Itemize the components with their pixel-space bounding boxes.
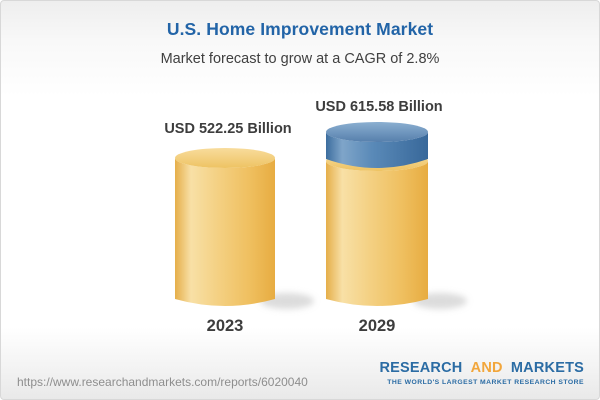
logo-tagline: THE WORLD'S LARGEST MARKET RESEARCH STOR…	[387, 378, 584, 386]
bar-2029-cylinder	[326, 122, 428, 306]
chart-subtitle: Market forecast to grow at a CAGR of 2.8…	[160, 51, 440, 67]
source-url: https://www.researchandmarkets.com/repor…	[17, 375, 308, 389]
bar-2023-cylinder	[175, 148, 275, 306]
bar-2023-category-label: 2023	[206, 317, 244, 335]
research-and-markets-logo: RESEARCH AND MARKETS THE WORLD'S LARGEST…	[379, 360, 584, 386]
bar-2029-growth-segment	[326, 132, 428, 168]
logo-word-and: AND	[470, 360, 503, 376]
logo-wordmark: RESEARCH AND MARKETS	[379, 360, 584, 377]
bar-2023-value-label: USD 522.25 Billion	[164, 121, 292, 137]
logo-word-research: RESEARCH	[379, 360, 463, 376]
logo-word-markets: MARKETS	[510, 360, 584, 376]
bar-2029-category-label: 2029	[358, 317, 396, 335]
chart-title: U.S. Home Improvement Market	[166, 19, 434, 39]
bar-2029-value-label: USD 615.58 Billion	[315, 99, 443, 115]
